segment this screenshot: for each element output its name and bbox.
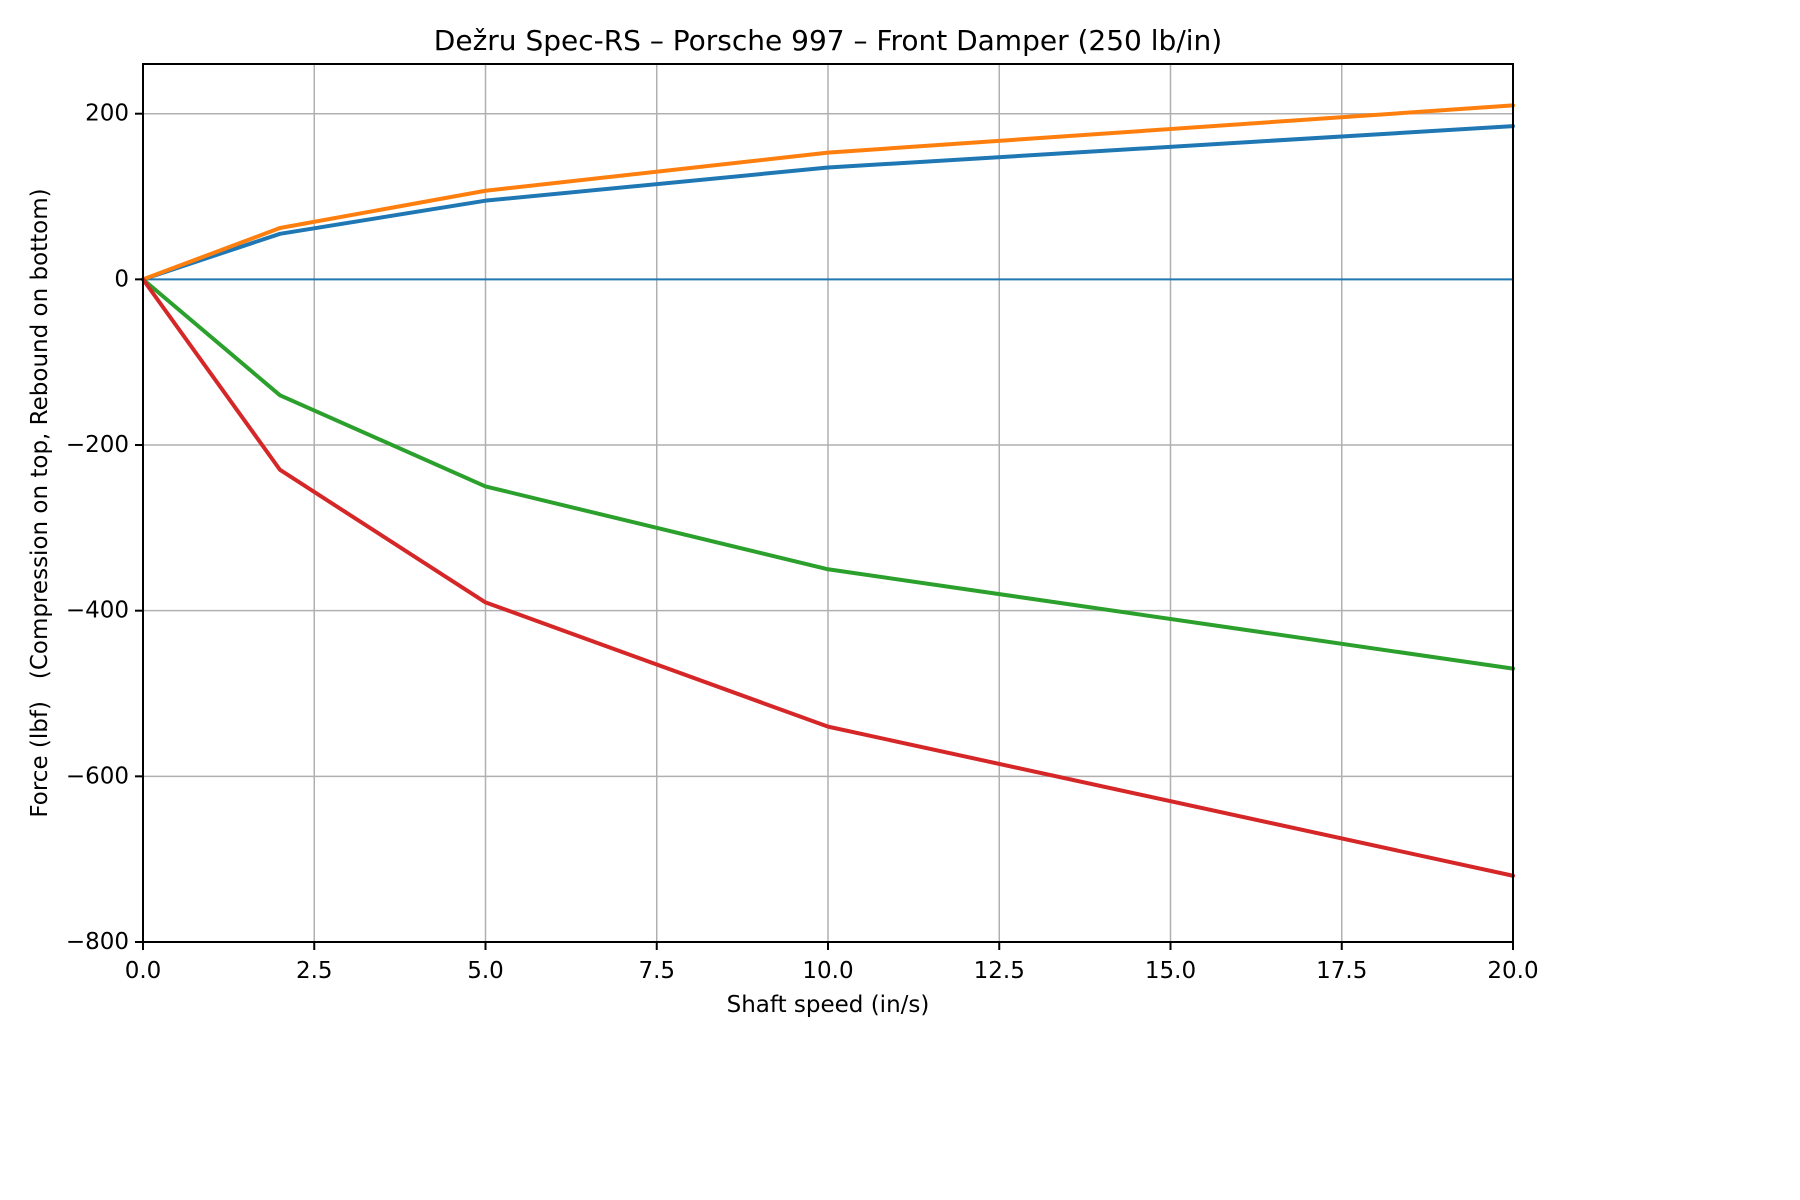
x-tick-label: 2.5 bbox=[296, 958, 333, 984]
x-tick-label: 7.5 bbox=[638, 958, 675, 984]
x-tick-label: 5.0 bbox=[467, 958, 504, 984]
y-tick-label: 200 bbox=[85, 101, 129, 127]
y-tick-label: −400 bbox=[66, 598, 129, 624]
chart-title: Dežru Spec-RS – Porsche 997 – Front Damp… bbox=[433, 24, 1223, 57]
y-axis-label: Force (lbf) (Compression on top, Rebound… bbox=[27, 188, 53, 818]
y-tick-label: −600 bbox=[66, 763, 129, 789]
rebound-upper-green-line bbox=[141, 277, 1515, 671]
y-tick-label: 0 bbox=[114, 266, 129, 292]
x-tick-label: 17.5 bbox=[1316, 958, 1367, 984]
x-tick-label: 12.5 bbox=[974, 958, 1025, 984]
x-tick-label: 0.0 bbox=[125, 958, 162, 984]
compression-upper-orange-line bbox=[141, 103, 1515, 282]
y-tick-label: −200 bbox=[66, 432, 129, 458]
x-tick-label: 10.0 bbox=[802, 958, 853, 984]
x-tick-label: 15.0 bbox=[1145, 958, 1196, 984]
x-tick-label: 20.0 bbox=[1487, 958, 1538, 984]
x-axis-label: Shaft speed (in/s) bbox=[726, 992, 930, 1018]
rebound-lower-red-line bbox=[141, 277, 1515, 878]
compression-lower-blue-line bbox=[141, 124, 1515, 282]
y-tick-label: −800 bbox=[66, 929, 129, 955]
